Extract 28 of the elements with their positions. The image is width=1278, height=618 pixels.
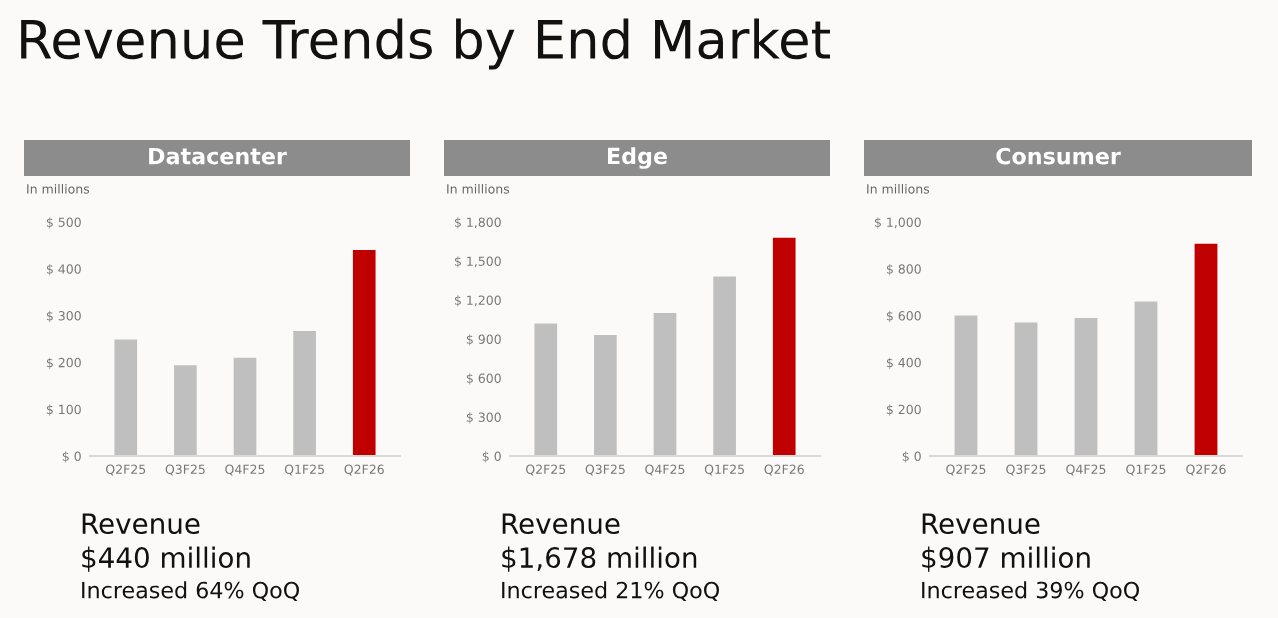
text: Increased 39% QoQ: [922, 581, 1139, 601]
bar: [352, 250, 376, 456]
bar: [1014, 322, 1038, 456]
text: $440 million: [82, 546, 250, 572]
bar: [233, 357, 257, 456]
bar: [1134, 301, 1158, 456]
chart-title: Edge: [608, 147, 667, 169]
text: Increased 21% QoQ: [502, 581, 719, 601]
bar: [174, 365, 197, 456]
text: Revenue: [82, 513, 200, 535]
bar: [772, 237, 796, 456]
text: $907 million: [922, 546, 1090, 572]
bar: [534, 323, 558, 456]
bar: [1074, 317, 1098, 456]
bar: [293, 331, 316, 456]
text: Revenue Trends by End Market: [21, 18, 830, 70]
chart-title: Consumer: [996, 147, 1121, 165]
bar: [653, 313, 677, 456]
bar: [954, 315, 978, 456]
bar: [594, 335, 617, 456]
text: Revenue: [502, 513, 620, 535]
text: Revenue: [922, 513, 1040, 535]
bar: [713, 276, 736, 456]
bar: [114, 339, 138, 456]
text: $1,678 million: [502, 546, 697, 572]
bar: [1194, 243, 1218, 456]
chart-title: Datacenter: [149, 147, 287, 165]
text: Increased 64% QoQ: [82, 581, 299, 601]
